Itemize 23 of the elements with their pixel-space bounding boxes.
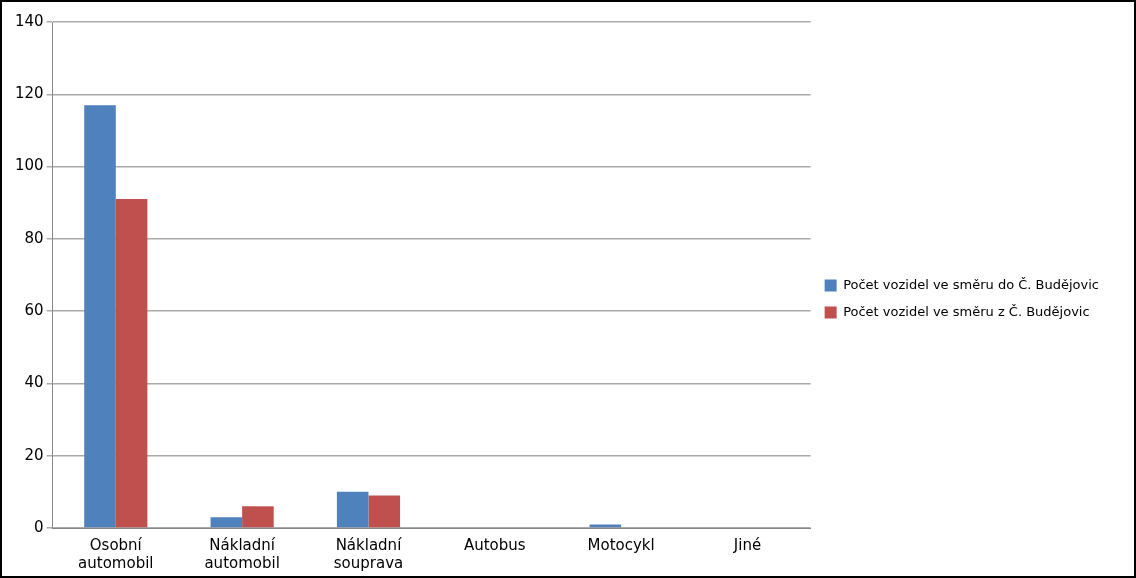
x-tick-label: Nákladní automobil bbox=[204, 535, 280, 572]
legend-label: Počet vozidel ve směru z Č. Budějovic bbox=[843, 303, 1090, 319]
bar bbox=[242, 506, 274, 528]
y-tick-label: 20 bbox=[24, 445, 44, 464]
x-tick-label: Autobus bbox=[463, 535, 526, 554]
y-tick-label: 0 bbox=[34, 517, 44, 536]
y-tick-label: 120 bbox=[14, 84, 44, 103]
bar bbox=[336, 491, 369, 528]
y-tick-label: 140 bbox=[14, 11, 44, 30]
y-tick-label: 40 bbox=[24, 373, 44, 392]
x-tick-label: Jiné bbox=[732, 535, 762, 554]
x-tick-label: Osobní automobil bbox=[78, 535, 154, 572]
x-tick-label: Nákladní souprava bbox=[333, 535, 404, 572]
x-tick-label: Motocykl bbox=[587, 535, 655, 554]
bar bbox=[368, 495, 401, 528]
bar bbox=[589, 524, 622, 528]
bar bbox=[210, 517, 243, 528]
y-tick-label: 80 bbox=[24, 228, 44, 247]
bar bbox=[84, 105, 116, 528]
legend-label: Počet vozidel ve směru do Č. Budějovic bbox=[843, 276, 1100, 292]
y-tick-label: 60 bbox=[24, 301, 44, 320]
y-tick-label: 100 bbox=[14, 156, 44, 175]
bar bbox=[115, 199, 148, 528]
